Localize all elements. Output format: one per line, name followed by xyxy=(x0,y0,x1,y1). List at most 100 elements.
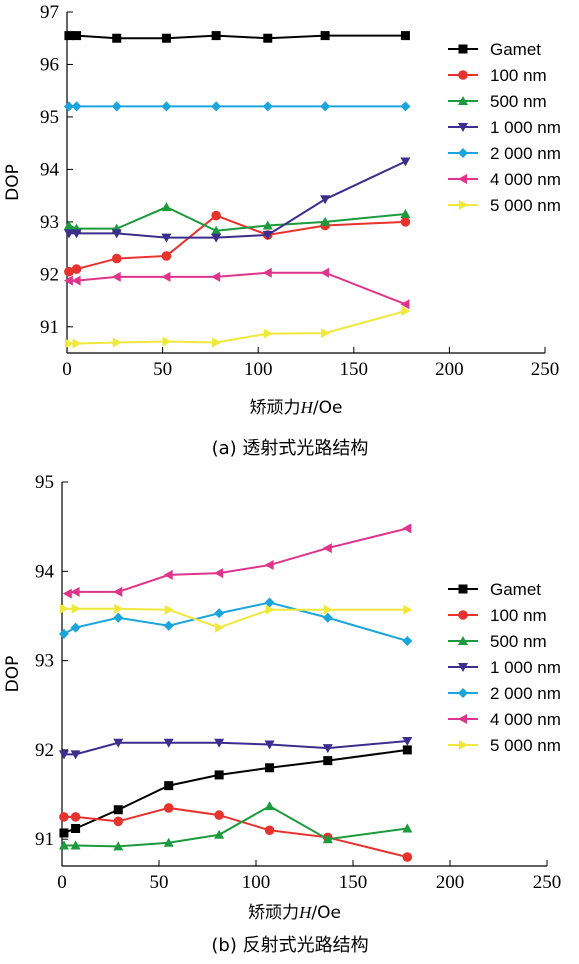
x-tick-label: 0 xyxy=(57,872,67,893)
data-point xyxy=(70,750,81,760)
data-point xyxy=(72,338,82,349)
legend-marker xyxy=(459,740,468,750)
legend-item: 4 000 nm xyxy=(448,170,561,189)
data-point xyxy=(71,229,82,239)
chart-caption: (a) 透射式光路结构 xyxy=(212,438,369,459)
x-tick-label: 200 xyxy=(435,359,464,380)
legend-marker xyxy=(458,148,468,158)
data-point xyxy=(71,823,81,833)
data-point xyxy=(113,816,124,827)
data-point xyxy=(163,837,174,847)
data-point xyxy=(71,275,81,286)
x-tick-label: 150 xyxy=(340,359,369,380)
series-4000nm xyxy=(63,267,410,310)
data-point xyxy=(113,586,123,597)
legend-label: Gamet xyxy=(490,40,541,59)
legend-label: 500 nm xyxy=(490,632,547,651)
y-tick-label: 94 xyxy=(35,561,55,582)
data-point xyxy=(113,738,124,748)
data-point xyxy=(211,31,221,41)
data-point xyxy=(211,233,222,243)
series-500nm xyxy=(58,801,413,851)
legend-marker xyxy=(458,584,468,594)
data-point xyxy=(64,338,74,349)
data-point xyxy=(58,750,69,760)
x-tick-label: 50 xyxy=(153,359,172,380)
data-point xyxy=(161,271,171,282)
chart-panel-a: 91 92 93 94 95 96 97 0 50 100 150 200 250 DOP 矫顽力H/Oe (… xyxy=(3,2,561,459)
data-point xyxy=(59,812,69,822)
data-point xyxy=(264,597,275,608)
y-axis-label: DOP xyxy=(3,164,23,201)
data-point xyxy=(59,828,69,838)
data-point xyxy=(62,588,72,599)
data-point xyxy=(402,635,413,646)
data-point xyxy=(113,612,124,623)
data-point xyxy=(323,756,333,766)
legend-marker xyxy=(458,70,468,80)
series-line xyxy=(67,527,408,595)
legend-marker xyxy=(458,714,467,724)
series-4000nm xyxy=(62,523,412,599)
x-tick-label: 50 xyxy=(150,872,169,893)
data-point xyxy=(70,812,81,822)
data-point xyxy=(70,622,81,633)
data-point xyxy=(111,229,122,239)
series-line xyxy=(63,805,408,848)
data-point xyxy=(263,33,273,43)
series-100nm xyxy=(59,803,413,862)
series-2000nm xyxy=(63,101,411,112)
data-point xyxy=(320,195,331,205)
data-point xyxy=(71,264,82,274)
data-point xyxy=(320,216,331,226)
data-point xyxy=(161,202,172,212)
data-point xyxy=(111,101,122,112)
data-point xyxy=(214,608,225,619)
data-point xyxy=(111,271,121,282)
legend-marker xyxy=(458,636,468,645)
legend-item: 100 nm xyxy=(448,66,547,85)
series-line xyxy=(68,310,406,345)
legend-label: 5 000 nm xyxy=(490,196,561,215)
data-point xyxy=(400,157,411,167)
data-point xyxy=(265,763,275,773)
data-point xyxy=(112,33,122,43)
legend-item: 100 nm xyxy=(448,606,547,625)
x-tick-label: 250 xyxy=(531,359,560,380)
series-100nm xyxy=(64,210,411,277)
legend-item: 1 000 nm xyxy=(448,658,561,677)
data-point xyxy=(322,612,333,623)
data-point xyxy=(163,803,174,813)
data-point xyxy=(400,299,410,310)
data-point xyxy=(113,805,123,815)
data-point xyxy=(70,586,80,597)
data-point xyxy=(114,603,124,614)
data-point xyxy=(400,217,411,227)
y-tick-label: 93 xyxy=(35,651,54,672)
data-point xyxy=(214,738,225,748)
legend-label: 100 nm xyxy=(490,606,547,625)
legend-marker xyxy=(459,200,468,210)
data-point xyxy=(402,523,412,534)
data-point xyxy=(402,852,413,862)
data-point xyxy=(262,220,273,230)
series-line xyxy=(63,806,408,859)
data-point xyxy=(211,210,221,221)
data-point xyxy=(112,337,122,348)
data-point xyxy=(64,31,74,41)
legend-label: 2 000 nm xyxy=(490,144,561,163)
x-tick-label: 100 xyxy=(242,872,271,893)
data-point xyxy=(322,543,332,554)
series-1000nm xyxy=(58,736,413,760)
data-point xyxy=(400,101,411,112)
x-tick-label: 0 xyxy=(62,359,72,380)
legend-item: 2 000 nm xyxy=(448,684,561,703)
data-point xyxy=(401,306,411,317)
data-point xyxy=(111,253,122,264)
data-point xyxy=(400,31,410,41)
x-axis-label: 矫顽力H/Oe xyxy=(248,903,341,923)
legend-item: Gamet xyxy=(448,40,541,59)
data-point xyxy=(63,220,74,230)
data-point xyxy=(264,560,274,571)
series-1000nm xyxy=(63,157,411,243)
